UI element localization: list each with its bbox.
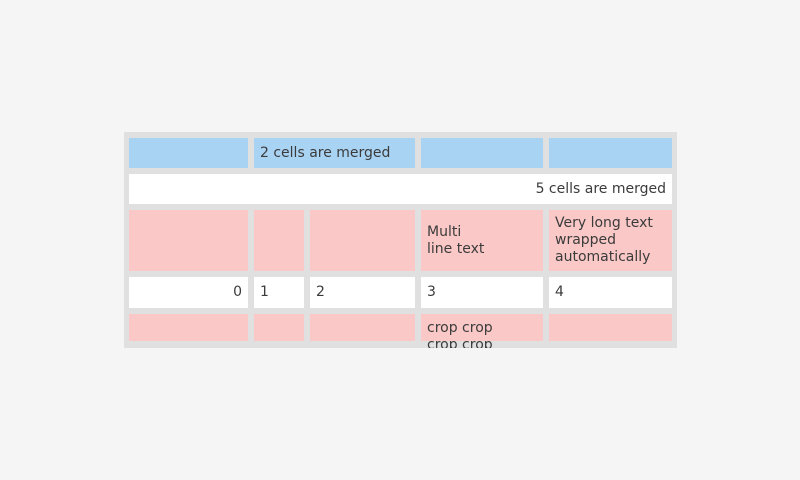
cell-number-1[interactable]: 1 — [254, 277, 304, 308]
cell-wrapped-text[interactable]: Very long text wrapped automatically — [549, 210, 672, 271]
cell-number-0[interactable]: 0 — [129, 277, 248, 308]
cell-number-4[interactable]: 4 — [549, 277, 672, 308]
cell-multiline-text[interactable]: Multi line text — [421, 210, 543, 271]
cell-r5c1[interactable] — [129, 314, 248, 341]
cell-r1c1[interactable] — [129, 138, 248, 168]
cell-r1c5[interactable] — [549, 138, 672, 168]
cell-r1c4[interactable] — [421, 138, 543, 168]
crop-text-label: crop crop crop crop — [427, 320, 493, 348]
cell-number-3[interactable]: 3 — [421, 277, 543, 308]
cell-r5c2[interactable] — [254, 314, 304, 341]
cell-r3c1[interactable] — [129, 210, 248, 271]
cell-merged-2cols[interactable]: 2 cells are merged — [254, 138, 415, 168]
cell-r3c3[interactable] — [310, 210, 415, 271]
cell-r5c3[interactable] — [310, 314, 415, 341]
cell-merged-5cols[interactable]: 5 cells are merged — [129, 174, 672, 204]
table-grid: 2 cells are merged 5 cells are merged Mu… — [129, 138, 672, 348]
cell-r3c2[interactable] — [254, 210, 304, 271]
table-widget: 2 cells are merged 5 cells are merged Mu… — [124, 132, 677, 348]
cell-number-2[interactable]: 2 — [310, 277, 415, 308]
cell-crop-text[interactable]: crop crop crop crop — [421, 314, 543, 348]
cell-r5c5[interactable] — [549, 314, 672, 341]
